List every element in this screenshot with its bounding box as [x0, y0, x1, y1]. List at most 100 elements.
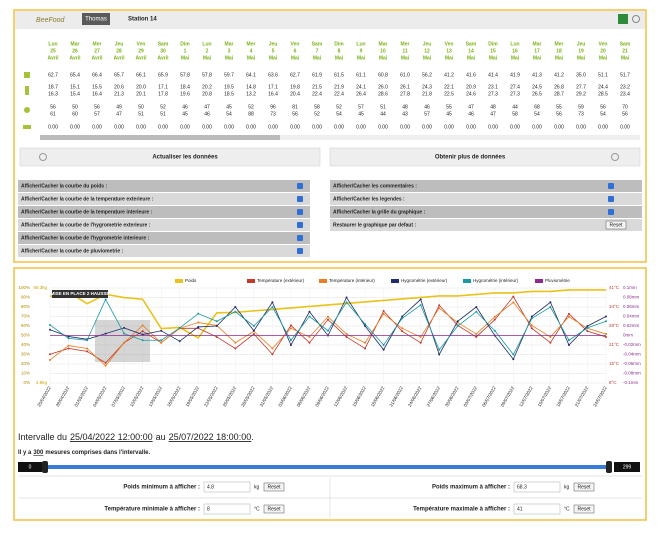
reset-button[interactable]: [573, 482, 595, 492]
cell: 20.1: [136, 91, 146, 97]
cell: 57: [358, 104, 364, 110]
legend-label[interactable]: Température (extérieur): [257, 278, 305, 283]
point: [549, 341, 552, 344]
cell: 70: [622, 104, 628, 110]
option-row: [18, 232, 310, 244]
settings-icon[interactable]: [632, 15, 640, 23]
filter-input[interactable]: [513, 481, 561, 493]
cell: 52: [160, 104, 166, 110]
slider-handle[interactable]: [42, 461, 48, 473]
cell: 57: [94, 111, 100, 117]
cell: 20.2: [202, 84, 212, 90]
column-day: Ven: [599, 41, 608, 47]
legend-swatch: [247, 279, 255, 283]
reset-button[interactable]: [263, 504, 285, 514]
cell: 26.4: [356, 91, 366, 97]
cell: 27.8: [400, 91, 410, 97]
slider-min-box: [18, 462, 42, 472]
filter-value: 68.3: [517, 484, 527, 490]
filter-unit: kg: [254, 484, 260, 490]
point: [549, 301, 552, 304]
column-month: Mai: [269, 55, 278, 61]
cell: 28.5: [598, 91, 608, 97]
reset-label: Reset: [577, 484, 591, 490]
legend-label[interactable]: Pluviométrie: [545, 278, 570, 283]
column-month: Mai: [313, 55, 322, 61]
checkbox[interactable]: [297, 183, 303, 189]
point: [141, 333, 144, 336]
point: [364, 347, 367, 350]
filter-value: 8: [207, 506, 210, 512]
point: [382, 348, 385, 351]
legend-label[interactable]: Hygrométrie (extérieur): [401, 278, 448, 283]
filter-label: Poids minimum à afficher :: [123, 485, 200, 491]
point: [67, 335, 70, 338]
rain-icon: [23, 125, 31, 129]
point: [197, 321, 200, 324]
legend-label[interactable]: Hygrométrie (intérieur): [473, 278, 519, 283]
excel-icon[interactable]: [618, 14, 628, 24]
point: [493, 329, 496, 332]
reset-button[interactable]: [605, 220, 627, 230]
more-label: Obtenir plus de données: [435, 155, 506, 161]
cell: 16.4: [92, 91, 102, 97]
checkbox[interactable]: [608, 183, 614, 189]
legend-label[interactable]: Température (intérieur): [329, 278, 375, 283]
column-date: 1: [184, 48, 187, 54]
point: [67, 337, 70, 340]
point: [345, 301, 348, 304]
option-label: Afficher/Cacher les legendes :: [333, 196, 405, 202]
checkbox[interactable]: [297, 209, 303, 215]
column-month: Mai: [423, 55, 432, 61]
point: [382, 312, 385, 315]
point: [605, 335, 607, 338]
point: [308, 315, 311, 318]
cell: 73: [578, 111, 584, 117]
column-month: Avril: [48, 55, 60, 61]
scrollbar[interactable]: [40, 135, 640, 140]
slider-handle[interactable]: [606, 461, 612, 473]
point: [456, 320, 459, 323]
rain-tick-label: -0.1mm: [623, 380, 639, 385]
interval-text: Intervalle du 25/04/2022 12:00:00 au 25/07/…: [18, 432, 254, 442]
checkbox[interactable]: [608, 196, 614, 202]
cell: 51: [138, 111, 144, 117]
filter-label: Température maximale à afficher :: [413, 507, 510, 513]
reset-label: Reset: [609, 222, 623, 228]
column-month: Mai: [445, 55, 454, 61]
checkbox[interactable]: [297, 196, 303, 202]
cell: 26.8: [554, 84, 564, 90]
column-month: Mai: [225, 55, 234, 61]
point: [419, 298, 422, 301]
filter-input[interactable]: [203, 481, 251, 493]
checkbox[interactable]: [608, 209, 614, 215]
user-tab[interactable]: [82, 13, 110, 25]
scroll-thumb[interactable]: [40, 135, 280, 140]
reset-button[interactable]: [573, 504, 595, 514]
filter-input[interactable]: [513, 503, 561, 515]
cell: 65.9: [158, 72, 168, 78]
reset-button[interactable]: [263, 482, 285, 492]
column-day: Mer: [247, 41, 256, 47]
column-date: 5: [272, 48, 275, 54]
point: [271, 306, 274, 308]
point: [123, 341, 126, 344]
slider-max-box: [614, 462, 640, 472]
legend-swatch: [535, 279, 543, 283]
checkbox[interactable]: [297, 248, 303, 254]
rain-tick-label: -0.02mm: [623, 342, 641, 347]
column-date: 26: [72, 48, 78, 54]
cell: 0.00: [444, 124, 454, 130]
more-button[interactable]: [329, 147, 641, 167]
point: [456, 325, 459, 327]
checkbox[interactable]: [297, 235, 303, 241]
cell: 0.00: [202, 124, 212, 130]
point: [493, 318, 496, 321]
refresh-button[interactable]: [19, 147, 321, 167]
checkbox[interactable]: [297, 222, 303, 228]
point: [197, 325, 200, 328]
cell: 66.1: [136, 72, 146, 78]
filter-input[interactable]: [203, 503, 251, 515]
point: [401, 317, 404, 320]
legend-label[interactable]: Poids: [185, 278, 197, 283]
